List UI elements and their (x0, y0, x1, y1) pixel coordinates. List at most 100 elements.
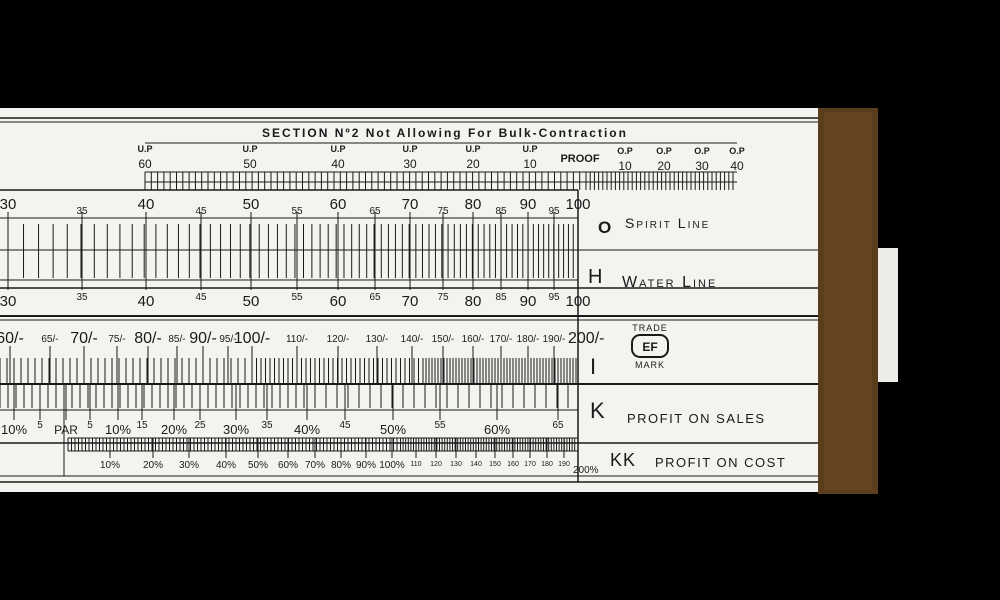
i-scale-label: 120/- (327, 334, 350, 345)
over-proof-value: 10 (618, 159, 632, 173)
over-proof-value: 40 (730, 159, 744, 173)
under-proof-value: 60 (138, 157, 152, 171)
o-scale-name: Spirit Line (625, 215, 710, 231)
h-scale-label: 40 (138, 293, 155, 310)
i-scale-label: 70/- (70, 330, 98, 347)
k-scale-label: 5 (37, 420, 43, 431)
over-proof-label: O.P (694, 146, 710, 156)
k-scale-label: 40% (294, 422, 320, 437)
h-scale-label: 80 (465, 293, 482, 310)
kk-scale-label: 170 (524, 461, 536, 468)
k-scale-label: 20% (161, 422, 187, 437)
k-scale-label: 15 (136, 420, 148, 431)
o-scale-label: 70 (402, 196, 419, 213)
o-scale-label: 95 (548, 206, 560, 217)
under-proof-value: 30 (403, 157, 417, 171)
i-scale-label: 180/- (517, 334, 540, 345)
i-scale-letter: I (590, 354, 596, 379)
over-proof-label: O.P (729, 146, 745, 156)
k-scale-label: 5 (87, 420, 93, 431)
kk-scale-label: 100% (379, 460, 405, 471)
kk-scale-label: 120 (430, 461, 442, 468)
i-scale-label: 65/- (41, 334, 58, 345)
i-scale-label: 150/- (432, 334, 455, 345)
under-proof-label: U.P (522, 144, 537, 154)
k-scale-label: PAR (54, 423, 78, 437)
h-scale-name: Water Line (622, 274, 717, 291)
i-scale-label: 200/- (568, 330, 604, 347)
cursor-tab[interactable] (878, 248, 898, 382)
kk-scale-label: 80% (331, 460, 351, 471)
h-scale-label: 50 (243, 293, 260, 310)
under-proof-label: U.P (402, 144, 417, 154)
kk-scale-label: 130 (450, 461, 462, 468)
kk-scale-label: 90% (356, 460, 376, 471)
k-scale-label: 35 (261, 420, 273, 431)
i-scale-label: 80/- (134, 330, 162, 347)
over-proof-label: O.P (617, 146, 633, 156)
o-scale-label: 30 (0, 196, 16, 213)
k-scale-label: 45 (339, 420, 351, 431)
kk-scale-letter: KK (610, 450, 636, 470)
h-scale-label: 85 (495, 292, 507, 303)
i-scale-label: 130/- (366, 334, 389, 345)
h-scale-label: 45 (195, 292, 207, 303)
proof-label: PROOF (560, 153, 599, 165)
i-scale-label: 170/- (490, 334, 513, 345)
o-scale-label: 45 (195, 206, 207, 217)
o-scale-label: 55 (291, 206, 303, 217)
kk-scale-label: 150 (489, 461, 501, 468)
i-scale-label: 190/- (543, 334, 566, 345)
under-proof-value: 40 (331, 157, 345, 171)
k-scale-label: 55 (434, 420, 446, 431)
over-proof-value: 30 (695, 159, 709, 173)
over-proof-label: O.P (656, 146, 672, 156)
o-scale-label: 40 (138, 196, 155, 213)
kk-scale-label: 140 (470, 461, 482, 468)
o-scale-label: 90 (520, 196, 537, 213)
k-scale-label: 60% (484, 422, 510, 437)
o-scale-letter: O (598, 218, 611, 237)
k-scale-label: 30% (223, 422, 249, 437)
h-scale-label: 35 (76, 292, 88, 303)
kk-scale-name: PROFIT ON COST (655, 455, 786, 470)
under-proof-value: 50 (243, 157, 257, 171)
h-scale-label: 70 (402, 293, 419, 310)
k-scale-label: 10% (105, 422, 131, 437)
i-scale-label: 140/- (401, 334, 424, 345)
o-scale-label: 100 (565, 196, 590, 213)
brass-cap-highlight (824, 112, 872, 490)
kk-scale-label: 190 (558, 461, 570, 468)
i-scale-label: 160/- (462, 334, 485, 345)
i-scale-label: 110/- (286, 334, 308, 345)
kk-scale-label: 40% (216, 460, 236, 471)
k-scale-letter: K (590, 398, 605, 423)
i-scale-label: 60/- (0, 330, 24, 347)
h-scale-label: 75 (437, 292, 449, 303)
kk-scale-label: 200% (573, 465, 599, 476)
svg-text:EF: EF (642, 340, 657, 354)
kk-scale-label: 50% (248, 460, 268, 471)
k-scale-label: 50% (380, 422, 406, 437)
o-scale-label: 35 (76, 206, 88, 217)
h-scale-label: 60 (330, 293, 347, 310)
h-scale-label: 55 (291, 292, 303, 303)
k-scale-name: PROFIT ON SALES (627, 411, 766, 426)
trademark-logo: EF (631, 334, 669, 358)
section-title: SECTION Nº2 Not Allowing For Bulk-Contra… (262, 126, 628, 140)
under-proof-value: 10 (523, 157, 537, 171)
kk-scale-label: 20% (143, 460, 163, 471)
kk-scale-label: 180 (541, 461, 553, 468)
i-scale-label: 75/- (108, 334, 125, 345)
h-scale-label: 100 (565, 293, 590, 310)
k-scale-label: 10% (1, 422, 27, 437)
under-proof-value: 20 (466, 157, 480, 171)
o-scale-label: 50 (243, 196, 260, 213)
h-scale-letter: H (588, 266, 602, 288)
o-scale-label: 85 (495, 206, 507, 217)
o-scale-label: 65 (369, 206, 381, 217)
h-scale-label: 65 (369, 292, 381, 303)
i-scale-label: 90/- (189, 330, 217, 347)
o-scale-label: 60 (330, 196, 347, 213)
k-scale-label: 25 (194, 420, 206, 431)
